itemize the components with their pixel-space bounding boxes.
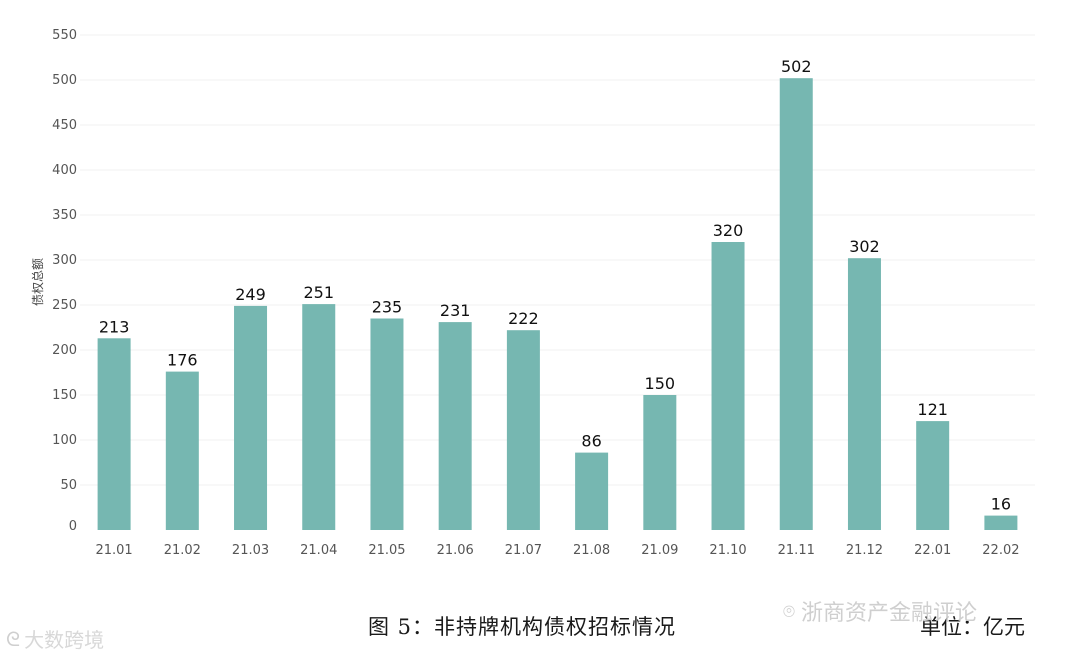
y-tick-label: 200 <box>52 343 77 358</box>
x-tick-label: 21.09 <box>641 543 678 558</box>
y-tick-label: 450 <box>52 118 77 133</box>
bar-21.01 <box>97 338 131 530</box>
bar-21.07 <box>506 330 540 530</box>
x-tick-label: 22.01 <box>914 543 951 558</box>
data-label: 150 <box>645 374 676 393</box>
x-tick-label: 21.10 <box>709 543 746 558</box>
x-tick-label: 21.03 <box>232 543 269 558</box>
data-label: 16 <box>991 495 1011 514</box>
figure-caption: 图 5：非持牌机构债权招标情况 <box>368 615 677 639</box>
y-tick-label: 550 <box>52 28 77 43</box>
weibo-icon: ᘓ <box>6 626 21 651</box>
y-tick-label: 500 <box>52 73 77 88</box>
y-tick-label: 150 <box>52 388 77 403</box>
bar-22.01 <box>916 421 950 530</box>
watermark-left: ᘓ 大数跨境 <box>6 624 104 653</box>
y-tick-label: 100 <box>52 433 77 448</box>
bar-22.02 <box>984 515 1018 530</box>
bar-21.08 <box>575 452 609 530</box>
watermark-right: ⌾ 浙商资产金融评论 <box>783 595 977 627</box>
data-label: 320 <box>713 221 744 240</box>
watermark-right-text: 浙商资产金融评论 <box>801 601 978 626</box>
bar-21.11 <box>779 78 813 530</box>
x-tick-label: 21.06 <box>437 543 474 558</box>
x-tick-label: 21.11 <box>778 543 815 558</box>
bar-21.05 <box>370 318 404 530</box>
data-label: 502 <box>781 57 812 76</box>
bar-21.04 <box>302 304 336 530</box>
gridlines <box>80 34 1035 486</box>
data-label: 86 <box>581 432 601 451</box>
data-label: 302 <box>849 237 880 256</box>
y-axis-ticks: 0 50 100 150 200 250 300 350 400 450 500 550 <box>52 28 77 534</box>
data-label: 176 <box>167 351 198 370</box>
data-label: 235 <box>372 298 403 317</box>
x-tick-label: 21.08 <box>573 543 610 558</box>
y-tick-label: 0 <box>69 519 77 534</box>
x-tick-label: 21.01 <box>95 543 132 558</box>
bar-21.06 <box>438 322 472 530</box>
y-tick-label: 50 <box>60 478 77 493</box>
bar-21.09 <box>643 395 677 530</box>
bars <box>97 78 1018 530</box>
x-tick-label: 21.05 <box>368 543 405 558</box>
data-label: 213 <box>99 317 130 336</box>
y-tick-label: 250 <box>52 298 77 313</box>
x-tick-label: 21.07 <box>505 543 542 558</box>
data-label: 222 <box>508 309 539 328</box>
bar-21.12 <box>847 258 881 530</box>
data-label: 121 <box>917 400 948 419</box>
data-label: 251 <box>303 283 334 302</box>
y-axis-label: 债权总额 <box>31 258 45 306</box>
x-tick-label: 21.04 <box>300 543 337 558</box>
bar-21.10 <box>711 242 745 530</box>
x-tick-label: 22.02 <box>982 543 1019 558</box>
watermark-left-text: 大数跨境 <box>24 628 105 652</box>
bar-chart: 0 50 100 150 200 250 300 350 400 450 500 550 213 176… <box>31 28 1035 558</box>
y-tick-label: 350 <box>52 208 77 223</box>
data-label: 231 <box>440 301 471 320</box>
data-label: 249 <box>235 285 266 304</box>
bar-21.02 <box>165 371 199 530</box>
data-labels: 213 176 249 251 235 231 222 86 150 320 502 302 121 16 <box>99 57 1011 513</box>
bar-21.03 <box>234 305 268 530</box>
y-tick-label: 300 <box>52 253 77 268</box>
x-axis-ticks: 21.01 21.02 21.03 21.04 21.05 21.06 21.07 21.08… <box>95 543 1019 558</box>
wechat-icon: ⌾ <box>783 599 795 623</box>
unit-label: 单位：亿元 <box>920 615 1025 639</box>
x-tick-label: 21.12 <box>846 543 883 558</box>
y-tick-label: 400 <box>52 163 77 178</box>
x-tick-label: 21.02 <box>164 543 201 558</box>
